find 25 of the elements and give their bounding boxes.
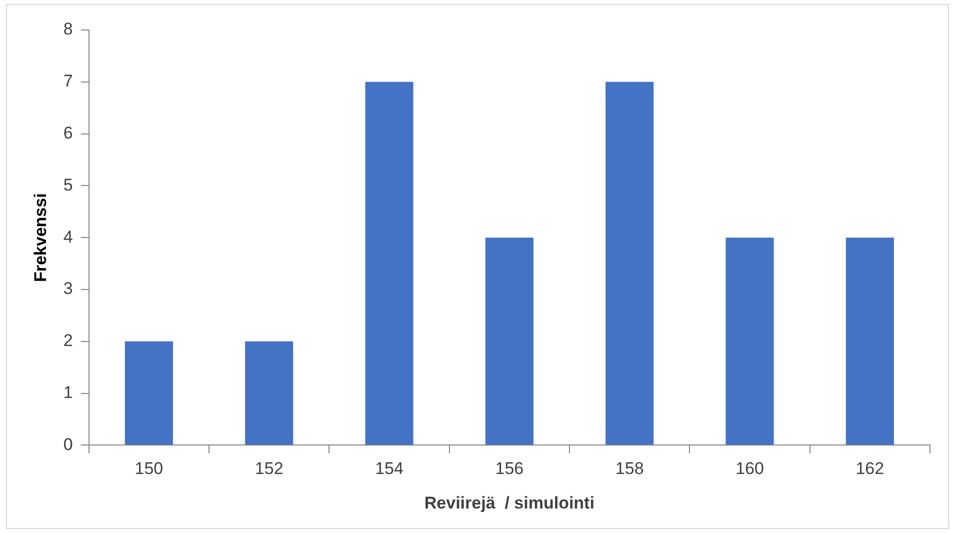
x-tick-label: 160 xyxy=(736,459,764,478)
x-tick-label: 158 xyxy=(615,459,644,478)
y-tick-label: 5 xyxy=(63,175,73,194)
bar xyxy=(124,341,173,445)
y-tick-label: 7 xyxy=(63,72,73,91)
y-axis-title: Frekvenssi xyxy=(30,193,50,282)
x-tick-label: 162 xyxy=(856,459,884,478)
bar xyxy=(485,238,534,445)
y-tick-label: 6 xyxy=(63,123,73,142)
y-tick-label: 0 xyxy=(63,434,73,454)
x-tick-label: 150 xyxy=(134,459,164,478)
x-tick-label: 152 xyxy=(254,459,284,478)
y-tick-label: 2 xyxy=(63,331,73,350)
bar xyxy=(726,238,774,445)
bar xyxy=(245,341,294,445)
x-axis-title: Reviirejä / simulointi xyxy=(424,493,594,512)
x-tick-label: 156 xyxy=(495,459,524,478)
y-tick-label: 4 xyxy=(63,227,73,246)
bar xyxy=(365,82,414,445)
x-tick-label: 154 xyxy=(375,459,404,478)
y-tick-label: 1 xyxy=(63,382,73,402)
y-tick-label: 8 xyxy=(63,20,73,39)
y-tick-label: 3 xyxy=(63,279,73,298)
bar xyxy=(606,82,654,445)
bar xyxy=(846,238,894,445)
